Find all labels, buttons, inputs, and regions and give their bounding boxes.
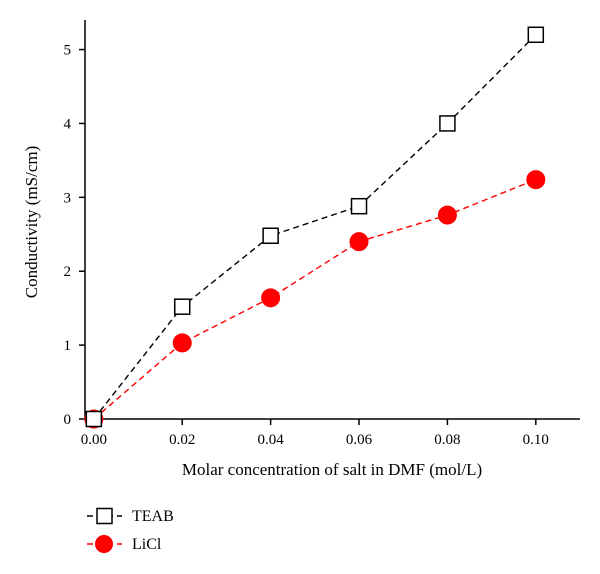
plot-area: 0.00 0.02 0.04 0.06 0.08 0.10 0 1 2 3 4 5 <box>64 20 580 448</box>
legend-licl-label: LiCl <box>132 536 162 553</box>
x-axis-label: Molar concentration of salt in DMF (mol/… <box>182 460 482 479</box>
legend-licl-marker <box>95 535 113 553</box>
teab-data-point <box>85 410 103 428</box>
x-tick-label: 0.08 <box>434 432 460 448</box>
y-tick-label: 2 <box>64 264 72 280</box>
y-tick-label: 1 <box>64 338 72 354</box>
y-tick-label: 4 <box>64 116 72 132</box>
teab-data-point <box>173 298 191 315</box>
licl-data-point <box>437 205 457 225</box>
licl-series-line <box>93 178 537 420</box>
x-tick-label: 0.00 <box>81 432 107 448</box>
y-axis-label: Conductivity (mS/cm) <box>22 146 41 299</box>
series-layer <box>84 26 546 429</box>
teab-series-line <box>93 34 537 420</box>
teab-data-point <box>262 227 279 245</box>
x-tick-label: 0.02 <box>169 432 195 448</box>
licl-data-point <box>172 333 192 353</box>
x-tick-label: 0.06 <box>346 432 373 448</box>
y-tick-label: 0 <box>64 412 72 428</box>
x-tick-label: 0.10 <box>523 432 549 448</box>
licl-data-point <box>349 232 369 252</box>
legend-teab-label: TEAB <box>132 508 174 525</box>
x-ticks: 0.00 0.02 0.04 0.06 0.08 0.10 <box>81 419 549 448</box>
x-tick-label: 0.04 <box>258 432 285 448</box>
legend: TEAB LiCl <box>87 507 174 553</box>
y-tick-label: 3 <box>64 190 72 206</box>
licl-data-point <box>261 288 281 308</box>
y-tick-label: 5 <box>64 43 72 59</box>
teab-data-point <box>350 197 368 215</box>
licl-data-point <box>526 170 546 190</box>
teab-data-point <box>439 115 456 132</box>
teab-data-point <box>527 26 545 44</box>
legend-teab-marker <box>96 507 113 525</box>
y-ticks: 0 1 2 3 4 5 <box>64 43 85 428</box>
